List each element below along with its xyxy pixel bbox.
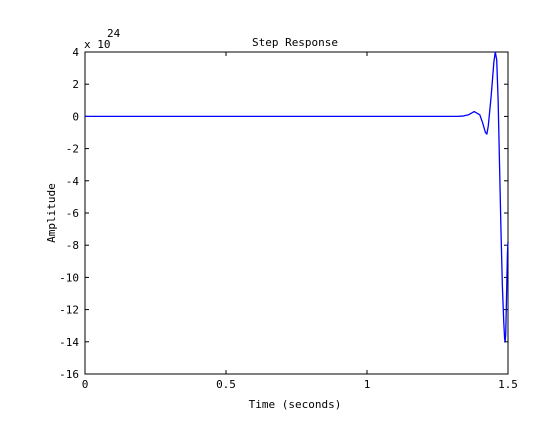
y-tick-label: -12 <box>59 304 79 317</box>
x-axis-label: Time (seconds) <box>249 398 342 411</box>
y-tick-label: -6 <box>66 207 79 220</box>
y-tick-label: -16 <box>59 368 79 381</box>
series-line <box>85 51 509 343</box>
y-exponent-base: x 10 <box>84 38 111 51</box>
y-tick-label: 0 <box>72 110 79 123</box>
x-tick-label: 1 <box>364 378 371 391</box>
y-tick-label: -10 <box>59 271 79 284</box>
x-tick-label: 1.5 <box>498 378 518 391</box>
chart-title: Step Response <box>252 36 338 49</box>
y-tick-label: -2 <box>66 143 79 156</box>
x-tick-label: 0 <box>82 378 89 391</box>
y-tick-label: -4 <box>66 175 80 188</box>
y-axis-label: Amplitude <box>45 183 58 243</box>
y-tick-label: -14 <box>59 336 79 349</box>
y-exponent-power: 24 <box>107 27 121 40</box>
y-exponent-label: x 10 24 <box>84 27 121 51</box>
y-tick-label: 4 <box>72 46 79 59</box>
y-tick-label: 2 <box>72 78 79 91</box>
axis-tick-labels: 0 0.5 1 1.5 4 2 0 -2 -4 -6 -8 -10 -12 -14 -16 <box>59 46 518 391</box>
x-tick-label: 0.5 <box>216 378 236 391</box>
y-tick-label: -8 <box>66 239 79 252</box>
